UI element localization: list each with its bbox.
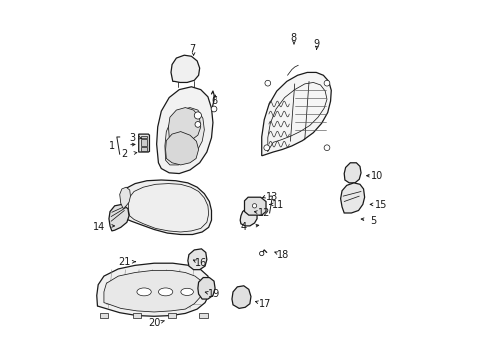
Polygon shape xyxy=(165,132,198,165)
Text: 4: 4 xyxy=(240,222,246,232)
Bar xyxy=(100,313,108,318)
Text: 7: 7 xyxy=(189,44,195,54)
Circle shape xyxy=(211,106,217,112)
Polygon shape xyxy=(164,108,204,165)
Circle shape xyxy=(264,80,270,86)
Polygon shape xyxy=(122,180,211,234)
Bar xyxy=(167,313,176,318)
Circle shape xyxy=(324,145,329,150)
Text: 1: 1 xyxy=(108,141,115,151)
Polygon shape xyxy=(340,183,364,213)
Polygon shape xyxy=(139,134,149,152)
Polygon shape xyxy=(104,270,203,312)
Polygon shape xyxy=(244,197,265,215)
Polygon shape xyxy=(109,204,129,231)
Text: 6: 6 xyxy=(210,96,217,106)
Circle shape xyxy=(252,204,256,208)
Circle shape xyxy=(264,145,269,150)
Polygon shape xyxy=(171,55,199,82)
Bar xyxy=(141,139,147,146)
Polygon shape xyxy=(97,263,210,316)
Polygon shape xyxy=(261,72,330,156)
Text: 13: 13 xyxy=(266,192,278,202)
Text: 9: 9 xyxy=(312,39,319,49)
Polygon shape xyxy=(198,278,215,299)
Text: 10: 10 xyxy=(370,171,383,181)
Polygon shape xyxy=(344,163,360,183)
Text: 21: 21 xyxy=(118,257,130,267)
Text: 16: 16 xyxy=(195,258,207,268)
Text: 20: 20 xyxy=(148,319,161,328)
Text: 2: 2 xyxy=(122,149,127,159)
Text: 8: 8 xyxy=(289,33,296,43)
Text: 14: 14 xyxy=(93,222,105,232)
Polygon shape xyxy=(240,208,257,226)
Text: 18: 18 xyxy=(277,250,289,260)
Text: 19: 19 xyxy=(207,289,220,299)
Polygon shape xyxy=(231,286,250,309)
Polygon shape xyxy=(120,187,130,209)
Bar xyxy=(141,135,147,138)
Polygon shape xyxy=(187,249,206,270)
Ellipse shape xyxy=(181,288,193,296)
Text: 3: 3 xyxy=(129,134,135,143)
Text: 12: 12 xyxy=(258,208,270,218)
Circle shape xyxy=(324,80,329,86)
Ellipse shape xyxy=(137,288,151,296)
Polygon shape xyxy=(156,87,212,174)
Bar xyxy=(199,313,207,318)
Bar xyxy=(141,147,147,150)
Circle shape xyxy=(194,112,201,119)
Polygon shape xyxy=(168,108,201,141)
Circle shape xyxy=(259,251,264,256)
Ellipse shape xyxy=(158,288,172,296)
Text: 17: 17 xyxy=(259,299,271,309)
Bar xyxy=(132,313,141,318)
Text: 11: 11 xyxy=(272,200,284,210)
Text: 15: 15 xyxy=(374,200,386,210)
Text: 5: 5 xyxy=(369,216,375,226)
Circle shape xyxy=(195,122,201,127)
